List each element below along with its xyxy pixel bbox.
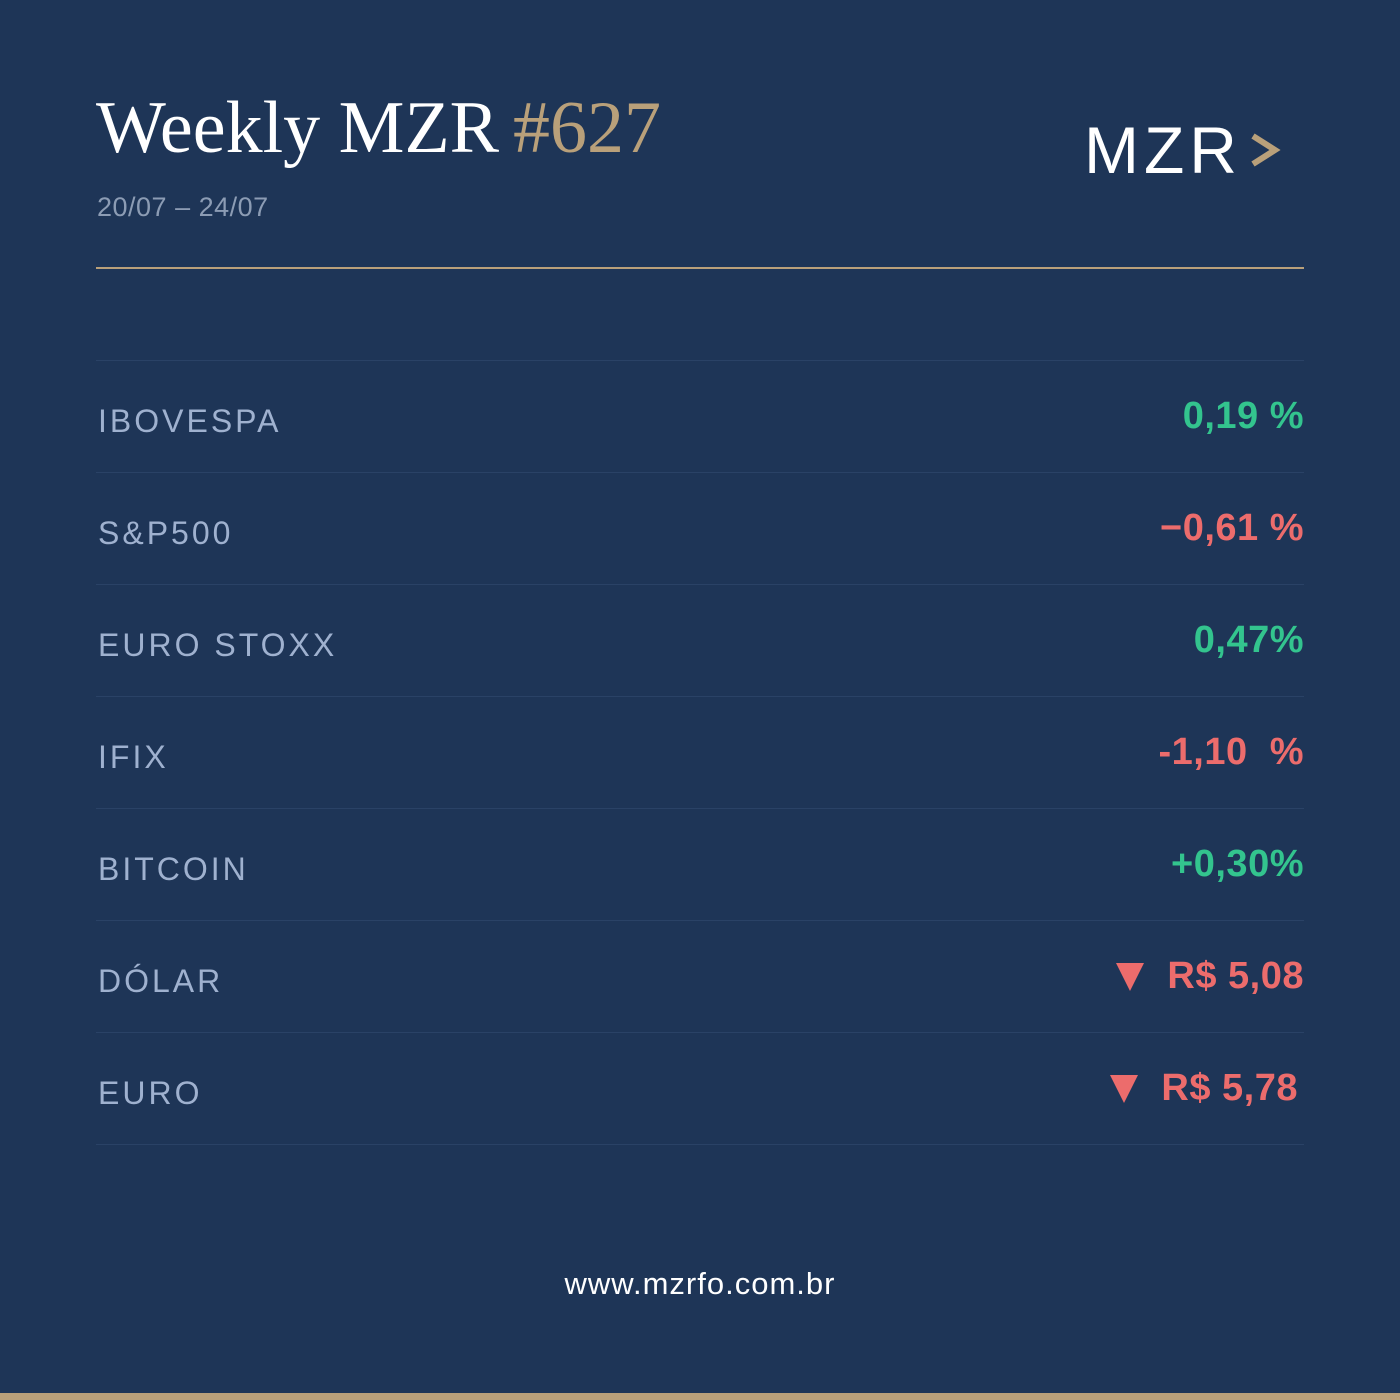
row-label: IFIX [98,739,169,775]
row-label: EURO STOXX [98,627,338,663]
value-text: +0,30% [1171,843,1304,885]
brand-logo: MZR [1084,113,1282,187]
table-row: IBOVESPA 0,19 % [96,361,1304,473]
title-text: Weekly MZR [96,87,500,169]
chevron-right-icon [1251,133,1281,167]
table-row: S&P500 −0,61 % [96,473,1304,585]
table-row: IFIX -1,10 % [96,697,1304,809]
table-row: BITCOIN +0,30% [96,809,1304,921]
row-value: -1,10 % [1158,731,1304,774]
table-row: EURO R$ 5,78 [96,1033,1304,1145]
issue-number: #627 [513,87,662,169]
row-value: 0,19 % [1183,395,1304,438]
value-text: R$ 5,78 [1161,1067,1298,1109]
row-value: +0,30% [1171,843,1304,886]
row-label: DÓLAR [98,963,224,999]
value-text: −0,61 % [1160,507,1304,549]
row-value: R$ 5,08 [1115,955,1304,998]
footer-accent-bar [0,1393,1400,1400]
triangle-down-icon [1110,1074,1139,1103]
value-text: 0,47% [1193,619,1304,661]
header-divider [96,267,1304,269]
table-row: DÓLAR R$ 5,08 [96,921,1304,1033]
value-text: R$ 5,08 [1167,955,1304,997]
row-value: 0,47% [1194,619,1304,662]
row-value: R$ 5,78 [1109,1067,1304,1110]
page-title: Weekly MZR #627 [96,86,661,170]
value-text: 0,19 % [1182,395,1304,437]
row-label: S&P500 [98,515,234,551]
date-range: 20/07 – 24/07 [97,192,269,222]
row-label: EURO [98,1075,203,1111]
logo-text: MZR [1084,113,1242,187]
row-label: BITCOIN [98,851,249,887]
triangle-down-icon [1116,962,1145,991]
row-value: −0,61 % [1160,507,1304,550]
value-text: -1,10 % [1158,731,1304,773]
table-row: EURO STOXX 0,47% [96,585,1304,697]
website-link[interactable]: www.mzrfo.com.br [564,1266,836,1301]
row-label: IBOVESPA [98,403,282,439]
market-table: IBOVESPA 0,19 % S&P500 −0,61 % EURO STOX… [96,360,1304,1145]
